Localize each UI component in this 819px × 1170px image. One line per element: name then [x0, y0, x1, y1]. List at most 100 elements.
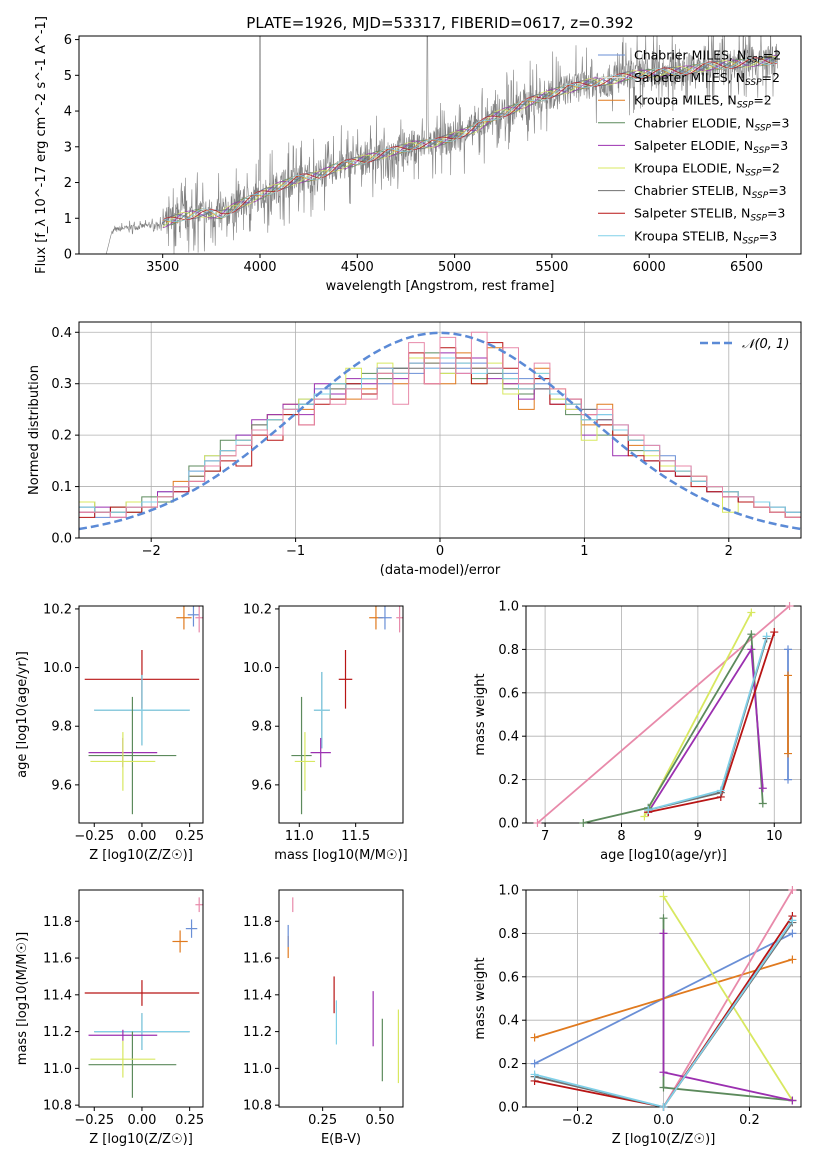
weight-marker-pink: [785, 602, 794, 610]
figure-title: PLATE=1926, MJD=53317, FIBERID=0617, z=0…: [246, 14, 633, 32]
y-tick-label: 1.0: [498, 884, 519, 899]
legend-spectrum: Chabrier MILES, NSSP=2 Salpeter MILES, NS…: [598, 48, 789, 246]
plot-residuals: −2 −1 0 1 2 0.0 0.1 0.2 0.3 0.4 (data-model)/error…: [27, 321, 802, 578]
y-axis-label: Flux [f_λ 10^-17 erg cm^-2 s^-1 A^-1]: [34, 16, 49, 274]
weight-line-kroupa_elodie: [662, 896, 794, 1101]
y-tick-label: 11.8: [43, 915, 72, 930]
x-axis-label: mass [log10(M/M☉)]: [274, 848, 407, 863]
plot-mass_vs_Z: −0.25 0.00 0.25 10.8 11.0 11.2 11.4 11.6 11.8 Z […: [15, 889, 204, 1147]
y-tick-label: 0.4: [498, 1014, 519, 1029]
x-axis-label: Z [log10(Z/Z☉)]: [612, 1132, 716, 1147]
weight-line-salpeter_stelib: [534, 915, 794, 1107]
plot-area-spectrum: [105, 36, 778, 254]
x-tick-label: 5500: [535, 260, 568, 275]
legend-label: Salpeter ELODIE, NSSP=3: [634, 138, 788, 156]
weight-marker-kroupa_stelib: [659, 1103, 668, 1111]
plot-area-weight_vs_Z: [534, 890, 794, 1107]
y-tick-label: 10.0: [243, 661, 272, 676]
y-tick-label: 11.2: [243, 1025, 272, 1040]
legend-label: Chabrier STELIB, NSSP=3: [634, 183, 787, 201]
weight-marker-chabrier_miles: [784, 775, 793, 784]
x-tick-label: 0.00: [127, 829, 156, 844]
weight-marker-salpeter_stelib: [770, 628, 779, 637]
weight-line-chabrier_elodie: [583, 631, 764, 823]
weight-marker-kroupa_elodie: [659, 892, 668, 901]
y-tick-label: 0.0: [51, 532, 72, 547]
y-tick-label: 0.3: [51, 377, 72, 392]
y-tick-label: 1: [64, 212, 72, 227]
x-tick-label: 0.25: [175, 1113, 204, 1128]
x-tick-label: 9: [694, 829, 702, 844]
y-tick-label: 9.6: [251, 778, 272, 793]
axes-frame: [525, 605, 802, 824]
x-tick-label: 2: [725, 544, 733, 559]
y-tick-label: 0.2: [498, 1057, 519, 1072]
y-tick-label: 9.8: [251, 720, 272, 735]
plot-area-age_vs_mass: [291, 606, 403, 815]
weight-line-kroupa_stelib: [534, 919, 794, 1107]
y-tick-label: 3: [64, 140, 72, 155]
axes-frame: [78, 889, 204, 1108]
y-tick-label: 4: [64, 105, 72, 120]
x-tick-label: 1: [580, 544, 588, 559]
y-tick-label: 0.8: [498, 927, 519, 942]
weight-marker-pink: [533, 819, 542, 827]
plot-age_vs_Z: −0.25 0.00 0.25 9.6 9.8 10.0 10.2 Z [log10(Z/Z☉…: [15, 602, 204, 863]
x-tick-label: 5000: [438, 260, 471, 275]
y-tick-label: 11.2: [43, 1025, 72, 1040]
weight-marker-chabrier_miles: [530, 1059, 539, 1068]
x-tick-label: −0.25: [74, 829, 114, 844]
y-tick-label: 0.2: [51, 429, 72, 444]
x-tick-label: 0.2: [739, 1113, 760, 1128]
x-tick-label: 4000: [243, 260, 276, 275]
y-tick-label: 10.8: [243, 1099, 272, 1114]
y-axis-label: Normed distribution: [27, 365, 42, 495]
y-tick-label: 0.4: [498, 730, 519, 745]
x-tick-label: −2: [142, 544, 161, 559]
axes-frame: [78, 35, 802, 255]
plot-area-age_vs_Z: [84, 606, 203, 815]
y-tick-label: 11.0: [243, 1062, 272, 1077]
model-salpeter_stelib: [162, 57, 777, 221]
x-tick-label: 11.0: [285, 829, 314, 844]
y-tick-label: 6: [64, 33, 72, 48]
gaussian-curve: [79, 331, 801, 531]
y-axis-label: mass weight: [473, 673, 488, 755]
model-salpeter_miles: [162, 57, 777, 221]
y-tick-label: 0.6: [498, 686, 519, 701]
weight-marker-salpeter_elodie: [659, 929, 668, 938]
legend-label-gaussian: 𝒩(0, 1): [742, 337, 789, 352]
x-tick-label: 11.5: [341, 829, 370, 844]
x-tick-label: 0.25: [175, 829, 204, 844]
axes-frame: [78, 605, 204, 824]
y-tick-label: 9.8: [51, 720, 72, 735]
y-tick-label: 0.2: [498, 773, 519, 788]
model-kroupa_stelib: [162, 57, 778, 223]
legend-label: Kroupa STELIB, NSSP=3: [634, 228, 777, 246]
x-tick-label: 0.25: [308, 1113, 337, 1128]
y-tick-label: 0.6: [498, 970, 519, 985]
x-tick-label: −0.2: [562, 1113, 594, 1128]
y-tick-label: 11.4: [243, 988, 272, 1003]
plot-area-mass_vs_Z: [84, 897, 203, 1098]
weight-marker-chabrier_miles: [788, 929, 797, 938]
legend-label: Kroupa ELODIE, NSSP=2: [634, 161, 780, 179]
y-tick-label: 0.0: [498, 1101, 519, 1116]
y-tick-label: 10.2: [243, 602, 272, 617]
x-tick-label: 10: [766, 829, 783, 844]
x-axis-label: E(B-V): [321, 1132, 361, 1147]
weight-marker-kroupa_stelib: [716, 786, 725, 795]
weight-marker-chabrier_elodie: [579, 819, 588, 827]
weight-marker-pink: [788, 886, 797, 894]
x-axis-label: Z [log10(Z/Z☉)]: [89, 848, 193, 863]
x-axis-label: wavelength [Angstrom, rest frame]: [326, 279, 555, 294]
weight-line-salpeter_elodie: [647, 646, 764, 813]
weight-marker-kroupa_miles: [530, 1033, 539, 1042]
plot-area-weight_vs_age: [536, 606, 791, 823]
y-tick-label: 9.6: [51, 778, 72, 793]
legend-label: Kroupa MILES, NSSP=2: [634, 93, 772, 111]
y-axis-label: age [log10(age/yr)]: [15, 651, 30, 778]
y-tick-label: 10.0: [43, 661, 72, 676]
y-tick-label: 2: [64, 176, 72, 191]
weight-marker-salpeter_elodie: [788, 1096, 797, 1105]
